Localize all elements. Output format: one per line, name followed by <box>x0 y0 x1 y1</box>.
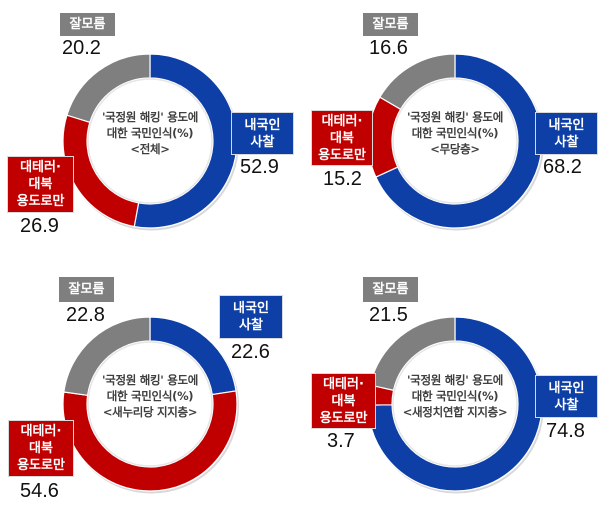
donut-chart <box>62 53 239 231</box>
center-title: '국정원 해킹' 용도에 대한 국민인식(%) <새정치연합 지지층> <box>380 372 530 420</box>
segment-dont-know <box>66 53 151 124</box>
label-text: 잘모름 <box>372 17 409 32</box>
label-text: 내국인 <box>548 380 585 396</box>
group-label: <새정치연합 지지층> <box>402 405 508 419</box>
segment-domestic-surveillance <box>133 53 238 229</box>
group-label: <새누리당 지지층> <box>102 405 198 419</box>
label-text: 사찰 <box>554 397 579 413</box>
label-text: 용도로만 <box>319 410 368 426</box>
label-text: 잘모름 <box>69 17 106 32</box>
label-text: 대북 <box>28 177 53 192</box>
value-dont-know: 16.6 <box>369 37 408 59</box>
value-domestic-surveillance: 68.2 <box>543 156 582 178</box>
legend-box-domestic-surveillance: 내국인 사찰 <box>535 375 598 418</box>
value-counter-terror: 3.7 <box>327 430 355 452</box>
label-text: 대테러· <box>20 160 61 175</box>
center-title: '국정원 해킹' 용도에 대한 국민인식(%) <전체> <box>75 109 225 157</box>
value-counter-terror: 15.2 <box>323 168 362 190</box>
legend-box-counter-terror: 대테러· 대북 용도로만 <box>7 156 74 213</box>
group-label: <무당층> <box>430 142 480 156</box>
label-text: 내국인 <box>548 117 585 133</box>
value-counter-terror: 54.6 <box>20 480 59 502</box>
donut-hole <box>87 341 213 467</box>
donut-hole <box>392 78 518 204</box>
segment-dont-know <box>369 316 456 391</box>
donut-panel-overall: '국정원 해킹' 용도에 대한 국민인식(%) <전체> 잘모름 20.2 내국… <box>0 0 303 262</box>
legend-box-domestic-surveillance: 내국인 사찰 <box>219 295 283 339</box>
legend-box-dont-know: 잘모름 <box>363 13 418 36</box>
label-text: 사찰 <box>554 134 579 150</box>
legend-box-counter-terror: 대테러· 대북 용도로만 <box>311 110 373 166</box>
legend-box-domestic-surveillance: 내국인 사찰 <box>535 112 598 155</box>
group-label: <전체> <box>130 142 170 156</box>
value-domestic-surveillance: 52.9 <box>240 156 279 178</box>
center-title: '국정원 해킹' 용도에 대한 국민인식(%) <새누리당 지지층> <box>75 372 225 420</box>
center-title-line2: 대한 국민인식(%) <box>106 126 194 140</box>
value-counter-terror: 26.9 <box>20 215 59 237</box>
center-title: '국정원 해킹' 용도에 대한 국민인식(%) <무당층> <box>380 109 530 157</box>
legend-box-dont-know: 잘모름 <box>363 277 418 302</box>
center-title-line1: '국정원 해킹' 용도에 <box>406 110 504 124</box>
legend-box-counter-terror: 대테러· 대북 용도로만 <box>8 420 74 477</box>
segment-dont-know <box>379 53 456 111</box>
center-title-line1: '국정원 해킹' 용도에 <box>101 373 199 387</box>
donut-panel-independents: '국정원 해킹' 용도에 대한 국민인식(%) <무당층> 잘모름 16.6 내… <box>303 0 606 262</box>
donut-panel-npad-supporters: '국정원 해킹' 용도에 대한 국민인식(%) <새정치연합 지지층> 잘모름 … <box>303 262 606 524</box>
label-text: 잘모름 <box>68 282 105 297</box>
center-title-line1: '국정원 해킹' 용도에 <box>406 373 504 387</box>
legend-box-dont-know: 잘모름 <box>60 13 115 36</box>
label-text: 용도로만 <box>318 147 366 163</box>
value-dont-know: 22.8 <box>66 304 105 326</box>
center-title-line2: 대한 국민인식(%) <box>106 389 194 403</box>
center-title-line2: 대한 국민인식(%) <box>411 126 499 140</box>
center-title-line2: 대한 국민인식(%) <box>411 389 499 403</box>
segment-dont-know <box>63 316 151 396</box>
donut-panel-saenuri-supporters: '국정원 해킹' 용도에 대한 국민인식(%) <새누리당 지지층> 잘모름 2… <box>0 262 303 524</box>
donut-chart <box>62 316 239 494</box>
center-title-line1: '국정원 해킹' 용도에 <box>101 110 199 124</box>
label-text: 용도로만 <box>16 194 65 209</box>
label-text: 대북 <box>330 130 354 146</box>
donut-hole <box>392 341 518 467</box>
value-domestic-surveillance: 74.8 <box>546 420 585 442</box>
label-text: 내국인 <box>244 117 281 133</box>
legend-box-counter-terror: 대테러· 대북 용도로만 <box>311 373 376 429</box>
label-text: 대테러· <box>20 424 62 439</box>
label-text: 대테러· <box>323 376 364 392</box>
legend-box-domestic-surveillance: 내국인 사찰 <box>231 112 294 155</box>
value-domestic-surveillance: 22.6 <box>231 341 270 363</box>
label-text: 사찰 <box>239 318 263 333</box>
legend-box-dont-know: 잘모름 <box>59 277 114 302</box>
label-text: 대북 <box>331 393 356 409</box>
value-dont-know: 20.2 <box>62 37 101 59</box>
segment-counter-terror <box>62 390 238 492</box>
label-text: 내국인 <box>233 301 269 316</box>
donut-hole <box>87 78 213 204</box>
label-text: 잘모름 <box>372 282 409 297</box>
label-text: 용도로만 <box>17 458 65 473</box>
value-dont-know: 21.5 <box>369 304 408 326</box>
label-text: 대북 <box>29 441 53 456</box>
label-text: 대테러· <box>321 113 363 129</box>
label-text: 사찰 <box>250 134 275 150</box>
